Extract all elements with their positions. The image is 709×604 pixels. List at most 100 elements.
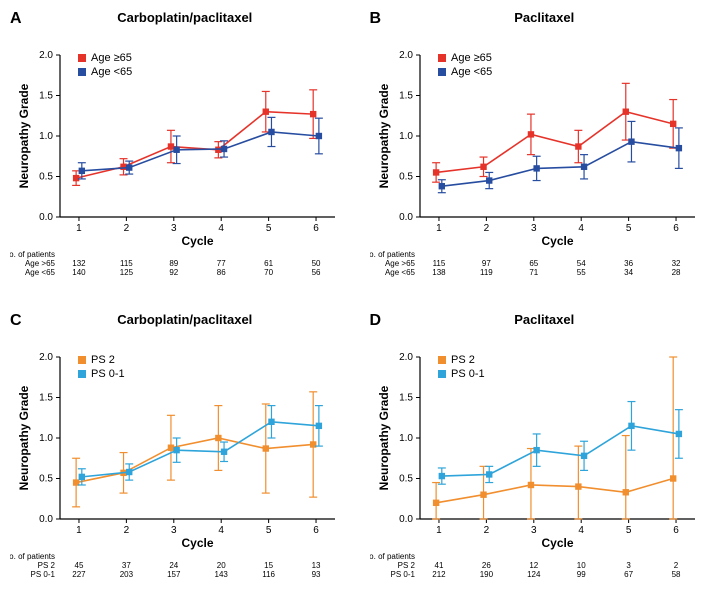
series-marker xyxy=(438,183,444,189)
y-tick-label: 1.0 xyxy=(39,131,53,142)
npat-value: 3 xyxy=(626,561,631,570)
y-tick-label: 0.5 xyxy=(399,172,413,183)
y-tick-label: 0.0 xyxy=(399,514,413,525)
chart-panel-A: ACarboplatin/paclitaxel0.00.51.01.52.012… xyxy=(10,10,360,292)
series-line xyxy=(76,438,313,483)
npat-value: 26 xyxy=(481,561,490,570)
series-marker xyxy=(622,489,628,495)
x-axis-label: Cycle xyxy=(541,234,573,248)
npat-value: 15 xyxy=(264,561,273,570)
x-tick-label: 3 xyxy=(171,223,177,234)
x-tick-label: 1 xyxy=(436,223,442,234)
npat-value: 45 xyxy=(75,561,84,570)
y-axis-label: Neuropathy Grade xyxy=(17,83,31,188)
series-marker xyxy=(480,164,486,170)
series-marker xyxy=(268,419,274,425)
y-axis-label: Neuropathy Grade xyxy=(377,385,391,490)
npat-value: 65 xyxy=(529,259,538,268)
legend-swatch xyxy=(438,370,446,378)
npat-value: 92 xyxy=(169,268,178,277)
y-tick-label: 0.0 xyxy=(39,514,53,525)
npat-header: No. of patients xyxy=(370,250,415,259)
x-tick-label: 6 xyxy=(313,223,319,234)
y-tick-label: 1.5 xyxy=(39,91,53,102)
x-tick-label: 6 xyxy=(313,525,319,536)
y-tick-label: 1.0 xyxy=(39,433,53,444)
series-line xyxy=(441,142,678,187)
legend-swatch xyxy=(438,68,446,76)
x-axis-label: Cycle xyxy=(181,536,213,550)
series-marker xyxy=(580,453,586,459)
legend-label: Age ≥65 xyxy=(451,52,492,64)
legend-swatch xyxy=(78,356,86,364)
series-marker xyxy=(263,445,269,451)
series-marker xyxy=(533,165,539,171)
panel-title: Carboplatin/paclitaxel xyxy=(10,312,360,327)
panel-title: Paclitaxel xyxy=(370,312,709,327)
series-marker xyxy=(263,109,269,115)
npat-header: No. of patients xyxy=(10,552,55,561)
npat-value: 89 xyxy=(169,259,178,268)
legend-swatch xyxy=(78,54,86,62)
npat-value: 32 xyxy=(671,259,680,268)
x-axis-label: Cycle xyxy=(181,234,213,248)
npat-value: 227 xyxy=(72,570,86,579)
npat-value: 119 xyxy=(479,268,492,277)
npat-value: 138 xyxy=(432,268,446,277)
npat-value: 54 xyxy=(576,259,585,268)
series-marker xyxy=(79,168,85,174)
series-marker xyxy=(120,164,126,170)
y-tick-label: 2.0 xyxy=(399,50,413,61)
series-marker xyxy=(669,121,675,127)
npat-value: 41 xyxy=(434,561,443,570)
series-marker xyxy=(268,129,274,135)
npat-value: 2 xyxy=(673,561,678,570)
y-tick-label: 0.0 xyxy=(399,212,413,223)
npat-row-label: Age >65 xyxy=(384,259,415,268)
series-marker xyxy=(628,138,634,144)
series-marker xyxy=(575,143,581,149)
series-marker xyxy=(310,441,316,447)
npat-value: 34 xyxy=(624,268,633,277)
x-axis-label: Cycle xyxy=(541,536,573,550)
series-marker xyxy=(486,177,492,183)
npat-row-label: Age <65 xyxy=(25,268,56,277)
npat-row-label: Age >65 xyxy=(25,259,56,268)
x-tick-label: 4 xyxy=(578,223,584,234)
legend-swatch xyxy=(438,356,446,364)
npat-value: 203 xyxy=(120,570,134,579)
npat-value: 132 xyxy=(72,259,86,268)
series-marker xyxy=(432,169,438,175)
y-tick-label: 2.0 xyxy=(399,352,413,363)
series-marker xyxy=(79,474,85,480)
chart-svg: 0.00.51.01.52.0123456CycleNeuropathy Gra… xyxy=(370,329,709,594)
series-marker xyxy=(628,423,634,429)
x-tick-label: 1 xyxy=(76,223,82,234)
panel-title: Carboplatin/paclitaxel xyxy=(10,10,360,25)
series-line xyxy=(436,479,673,503)
npat-row-label: PS 2 xyxy=(38,561,56,570)
npat-value: 37 xyxy=(122,561,131,570)
x-tick-label: 3 xyxy=(531,223,537,234)
x-tick-label: 5 xyxy=(266,525,272,536)
npat-value: 55 xyxy=(576,268,585,277)
series-marker xyxy=(221,449,227,455)
series-marker xyxy=(432,500,438,506)
y-tick-label: 2.0 xyxy=(39,352,53,363)
y-tick-label: 2.0 xyxy=(39,50,53,61)
series-marker xyxy=(310,111,316,117)
npat-row-label: PS 0-1 xyxy=(31,570,56,579)
legend-label: Age <65 xyxy=(91,66,132,78)
x-tick-label: 3 xyxy=(531,525,537,536)
series-line xyxy=(441,426,678,476)
series-marker xyxy=(675,431,681,437)
x-tick-label: 1 xyxy=(436,525,442,536)
npat-header: No. of patients xyxy=(370,552,415,561)
series-marker xyxy=(580,164,586,170)
legend-label: PS 0-1 xyxy=(91,368,125,380)
series-line xyxy=(82,132,319,171)
x-tick-label: 3 xyxy=(171,525,177,536)
legend-label: PS 2 xyxy=(451,354,475,366)
npat-value: 116 xyxy=(262,570,275,579)
npat-value: 97 xyxy=(481,259,490,268)
